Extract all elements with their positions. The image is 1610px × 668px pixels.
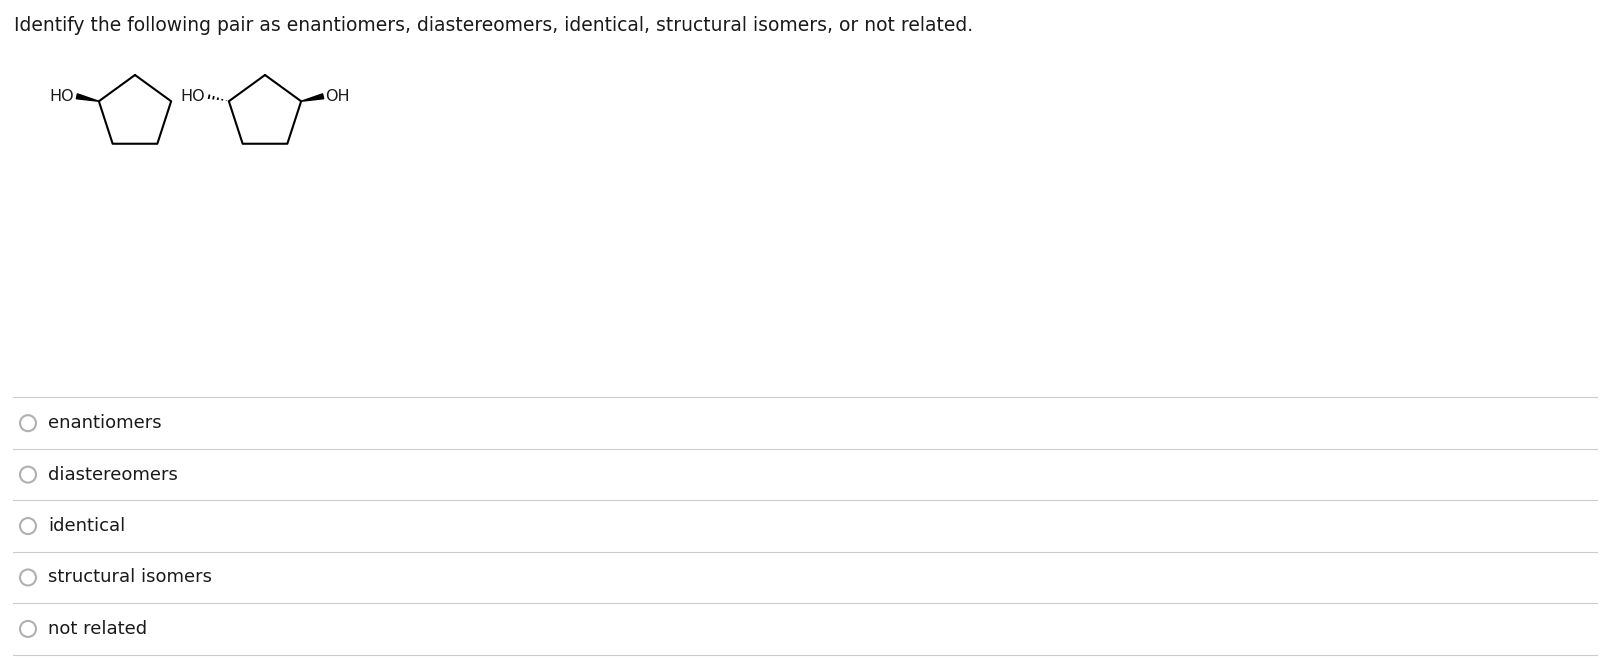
Polygon shape bbox=[76, 94, 98, 102]
Text: OH: OH bbox=[325, 89, 349, 104]
Text: enantiomers: enantiomers bbox=[48, 414, 161, 432]
Text: structural isomers: structural isomers bbox=[48, 568, 213, 587]
Polygon shape bbox=[301, 94, 324, 102]
Text: diastereomers: diastereomers bbox=[48, 466, 177, 484]
Text: HO: HO bbox=[50, 89, 74, 104]
Text: identical: identical bbox=[48, 517, 126, 535]
Text: Identify the following pair as enantiomers, diastereomers, identical, structural: Identify the following pair as enantiome… bbox=[14, 16, 972, 35]
Text: not related: not related bbox=[48, 620, 147, 638]
Text: HO: HO bbox=[180, 89, 204, 104]
